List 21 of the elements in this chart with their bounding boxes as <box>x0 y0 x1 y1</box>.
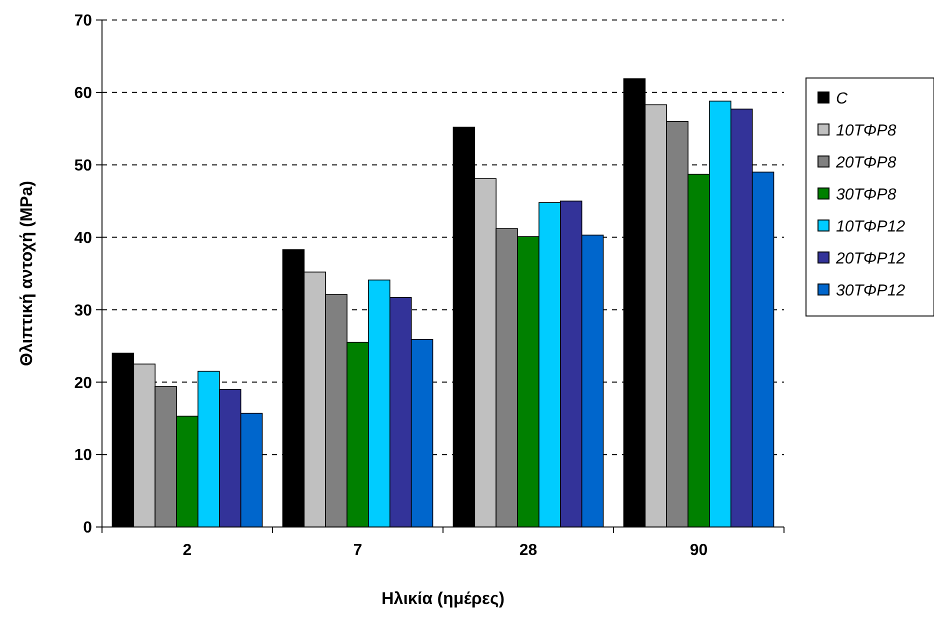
x-tick-label: 2 <box>182 542 192 559</box>
y-tick-label: 10 <box>74 447 92 464</box>
y-tick-label: 60 <box>74 85 92 102</box>
y-axis-title: Θλιπτική αντοχή (MPa) <box>17 180 36 366</box>
legend-label: C <box>836 90 848 108</box>
x-tick-label: 90 <box>690 542 708 559</box>
legend-label: 30ΤΦP8 <box>836 186 896 204</box>
x-tick-label: 7 <box>353 542 362 559</box>
legend-label: 20ΤΦP8 <box>835 154 896 172</box>
x-tick-label: 28 <box>519 542 538 559</box>
y-tick-label: 70 <box>74 12 92 30</box>
y-tick-label: 30 <box>74 302 92 320</box>
y-tick-label: 20 <box>74 374 92 392</box>
legend-label: 10ΤΦP8 <box>836 122 896 140</box>
legend-label: 20ΤΦP12 <box>835 250 906 268</box>
legend-label: 30ΤΦP12 <box>836 282 906 300</box>
y-tick-label: 50 <box>74 157 92 174</box>
y-tick-label: 40 <box>74 230 92 247</box>
legend-label: 10ΤΦP12 <box>836 218 906 236</box>
y-tick-label: 0 <box>83 520 92 537</box>
x-axis-title: Ηλικία (ημέρες) <box>381 589 505 608</box>
